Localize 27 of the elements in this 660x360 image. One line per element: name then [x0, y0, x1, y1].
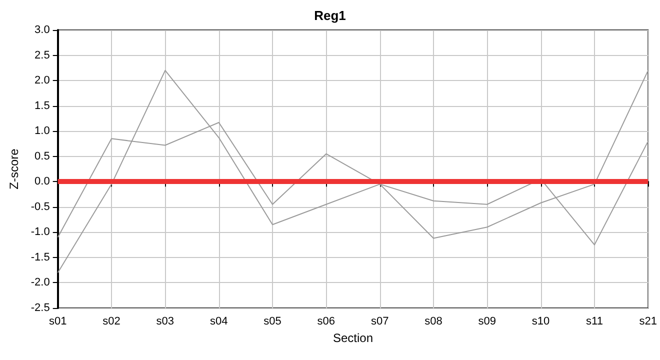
y-tick-label: -1.0	[30, 226, 50, 238]
y-tick-label: 2.0	[34, 74, 50, 87]
x-axis-title: Section	[332, 330, 374, 345]
y-axis-title: Z-score	[7, 148, 21, 190]
chart-title: Reg1	[314, 8, 346, 23]
x-tick-label: s08	[424, 316, 442, 328]
y-tick-label: 3.0	[34, 24, 50, 36]
y-tick-label: 1.5	[34, 100, 50, 112]
y-tick-label: -2.5	[30, 302, 50, 314]
x-tick-label: s10	[532, 316, 550, 328]
x-tick-label: s05	[264, 316, 282, 328]
y-tick-label: 0.0	[34, 176, 50, 188]
y-tick-label: -0.5	[30, 200, 50, 213]
x-tick-label: s06	[317, 316, 336, 328]
x-tick-label: s03	[156, 316, 174, 328]
x-tick-label: s07	[370, 316, 389, 328]
x-tick-label: s01	[48, 316, 67, 328]
x-tick-label: s21	[639, 316, 658, 328]
y-tick-label: 1.0	[34, 125, 50, 138]
y-tick-label: -1.5	[30, 251, 50, 264]
y-tick-label: -2.0	[30, 276, 50, 289]
x-tick-label: s04	[210, 316, 228, 328]
x-tick-label: s02	[102, 316, 120, 328]
x-tick-label: s09	[478, 316, 496, 328]
y-tick-label: 2.5	[34, 49, 50, 62]
y-tick-label: 0.5	[34, 150, 50, 162]
x-tick-label: s11	[586, 316, 603, 328]
